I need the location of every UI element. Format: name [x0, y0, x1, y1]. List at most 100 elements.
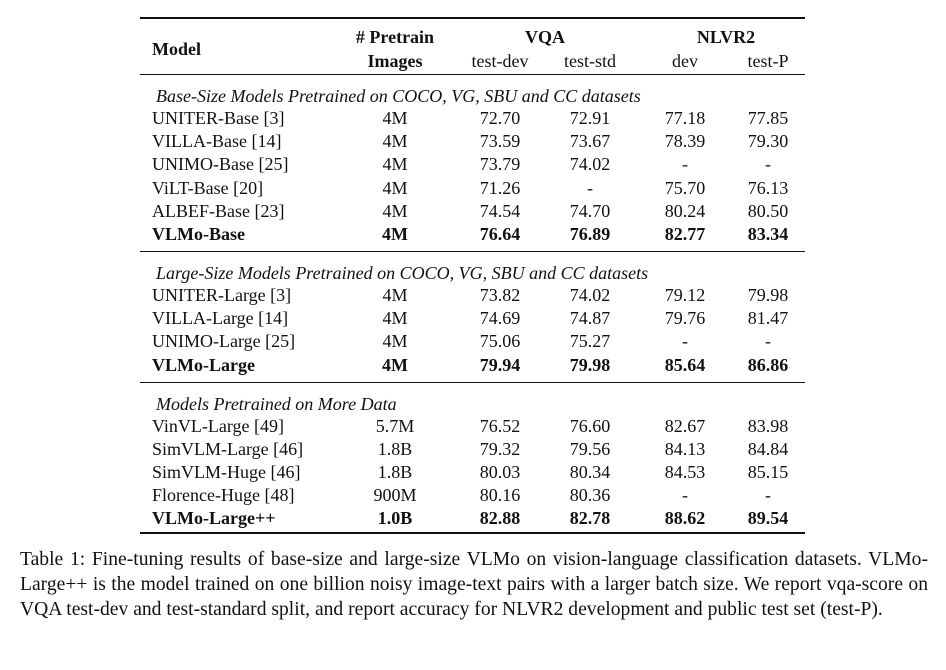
rule [140, 251, 805, 252]
cell: 80.34 [569, 462, 611, 482]
cell: - [765, 154, 771, 175]
model-name: UNITER-Base [3] [152, 108, 285, 128]
cell: 4M [382, 177, 408, 198]
cell: 83.34 [747, 224, 789, 244]
cell: 72.91 [569, 108, 611, 128]
cell: 74.69 [479, 308, 521, 329]
cell: 83.98 [747, 415, 789, 436]
header-pretrain: # Pretrain [355, 27, 435, 47]
cell: 1.8B [377, 462, 413, 482]
cell: 4M [382, 308, 408, 329]
cell: 80.36 [569, 485, 611, 506]
cell: 86.86 [747, 354, 789, 375]
section-title: Models Pretrained on More Data [156, 393, 397, 414]
model-name: ALBEF-Base [23] [152, 200, 285, 221]
cell: 79.32 [479, 438, 521, 459]
cell: 76.52 [479, 415, 521, 436]
model-name: SimVLM-Huge [46] [152, 462, 301, 482]
cell: 71.26 [479, 177, 521, 198]
cell: 76.13 [747, 177, 789, 198]
cell: 79.98 [569, 354, 611, 375]
cell: - [765, 485, 771, 506]
cell: 79.94 [479, 354, 521, 375]
cell: 1.8B [377, 438, 413, 459]
cell: 72.70 [479, 108, 521, 128]
cell: 900M [373, 485, 417, 506]
cell: 77.85 [747, 108, 789, 128]
cell: 85.64 [664, 354, 706, 375]
cell: 80.16 [479, 485, 521, 506]
cell: 79.76 [664, 308, 706, 329]
cell: 74.87 [569, 308, 611, 329]
cell: 4M [382, 285, 408, 305]
cell: 79.30 [747, 131, 789, 152]
header-nlvr2: NLVR2 [696, 27, 756, 47]
cell: 4M [382, 154, 408, 175]
cell: 81.47 [747, 308, 789, 329]
cell: 4M [382, 354, 408, 375]
header-model: Model [152, 39, 201, 59]
cell: 82.78 [569, 508, 611, 529]
cell: 80.24 [664, 200, 706, 221]
section-title: Base-Size Models Pretrained on COCO, VG,… [156, 86, 641, 106]
model-name: VLMo-Base [152, 224, 245, 244]
caption: Table 1: Fine-tuning results of base-siz… [20, 549, 928, 620]
cell: 4M [382, 108, 408, 128]
cell: 4M [382, 224, 408, 244]
cell: 4M [382, 331, 408, 352]
cell: 76.89 [569, 224, 611, 244]
header-pretrain: Images [367, 51, 423, 71]
cell: 84.13 [664, 438, 706, 459]
cell: - [682, 331, 688, 352]
cell: 74.70 [569, 200, 611, 221]
model-name: UNIMO-Large [25] [152, 331, 296, 352]
cell: 79.12 [664, 285, 706, 305]
rule [140, 74, 805, 75]
section-title: Large-Size Models Pretrained on COCO, VG… [156, 263, 649, 283]
cell: 77.18 [664, 108, 706, 128]
model-name: VILLA-Base [14] [152, 131, 282, 152]
cell: 4M [382, 200, 408, 221]
cell: - [682, 154, 688, 175]
header-subcolumn: test-std [564, 51, 616, 71]
cell: 82.77 [664, 224, 706, 244]
cell: 4M [382, 131, 408, 152]
model-name: VinVL-Large [49] [152, 415, 285, 436]
cell: 73.59 [479, 131, 521, 152]
cell: 75.27 [569, 331, 611, 352]
cell: - [587, 177, 593, 198]
cell: 88.62 [664, 508, 706, 529]
cell: 73.79 [479, 154, 521, 175]
cell: 82.88 [479, 508, 521, 529]
model-name: VLMo-Large++ [152, 508, 276, 529]
cell: 74.02 [569, 154, 611, 175]
cell: 75.06 [479, 331, 521, 352]
cell: 73.67 [569, 131, 611, 152]
cell: - [765, 331, 771, 352]
cell: 79.56 [569, 438, 611, 459]
header-subcolumn: test-P [747, 51, 789, 71]
cell: 80.03 [479, 462, 521, 482]
cell: 75.70 [664, 177, 706, 198]
header-subcolumn: test-dev [471, 51, 529, 71]
cell: 82.67 [664, 415, 706, 436]
model-name: UNITER-Large [3] [152, 285, 292, 305]
model-name: VLMo-Large [152, 354, 255, 375]
cell: 79.98 [747, 285, 789, 305]
rule [140, 17, 805, 19]
cell: 84.84 [747, 438, 789, 459]
cell: 73.82 [479, 285, 521, 305]
model-name: SimVLM-Large [46] [152, 438, 304, 459]
cell: - [682, 485, 688, 506]
model-name: VILLA-Large [14] [152, 308, 289, 329]
cell: 78.39 [664, 131, 706, 152]
rule [140, 532, 805, 535]
cell: 74.54 [479, 200, 521, 221]
header-vqa: VQA [525, 27, 565, 47]
cell: 80.50 [747, 200, 789, 221]
cell: 5.7M [375, 415, 415, 436]
model-name: UNIMO-Base [25] [152, 154, 289, 175]
cell: 74.02 [569, 285, 611, 305]
cell: 89.54 [747, 508, 789, 529]
